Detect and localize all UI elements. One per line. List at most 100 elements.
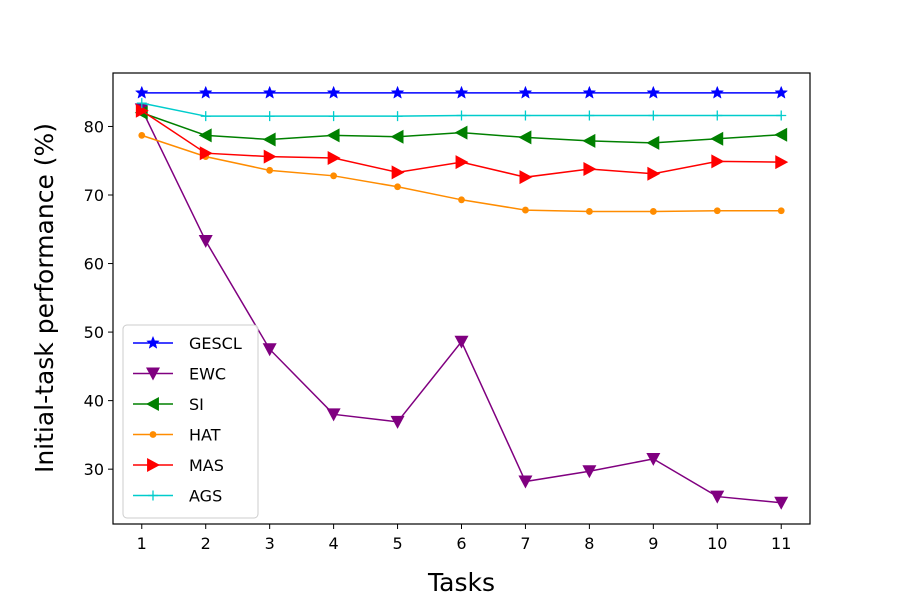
point-ewc [390,415,405,429]
point-gescl [710,85,725,99]
series-layer [134,85,789,510]
legend-label-si: SI [189,395,204,414]
point-mas [519,170,533,185]
point-mas [199,146,213,161]
series-hat [138,131,785,215]
y-tick-label: 40 [84,392,104,411]
legend-item-gescl: GESCL [133,334,242,353]
point-gescl [326,85,341,99]
legend-marker-si [146,397,159,411]
legend-marker-ewc [146,367,160,381]
point-mas [455,155,469,170]
legend-label-hat: HAT [189,426,221,445]
point-gescl [390,85,405,99]
series-si [134,105,788,150]
legend-label-gescl: GESCL [189,334,242,353]
point-mas [583,161,597,176]
point-hat [458,196,465,204]
x-tick-label: 1 [137,534,147,553]
point-hat [394,183,401,191]
series-line-mas [141,110,782,178]
x-tick-label: 5 [392,534,402,553]
y-tick-label: 70 [84,186,104,205]
point-ewc [198,234,213,248]
x-tick-label: 3 [265,534,275,553]
point-ags [456,110,467,121]
legend-label-ewc: EWC [189,365,226,384]
point-gescl [646,85,661,99]
legend: GESCL EWC SI HAT MAS AGS [122,324,259,519]
point-gescl [582,85,597,99]
legend-label-mas: MAS [189,456,224,475]
point-gescl [454,85,469,99]
point-ags [328,111,339,122]
point-ags [584,110,595,121]
legend-marker-ags [148,490,158,501]
legend-item-mas: MAS [133,456,224,475]
point-ags [200,111,211,122]
point-ewc [774,496,789,510]
point-hat [777,207,785,215]
point-si [454,125,468,140]
point-ewc [326,408,341,422]
point-mas [711,154,725,169]
x-tick-label: 10 [707,534,727,553]
x-tick-label: 8 [584,534,594,553]
x-tick-label: 6 [456,534,466,553]
legend-item-ags: AGS [133,487,222,506]
point-si [710,131,724,146]
point-mas [263,149,277,164]
point-ewc [710,490,725,504]
legend-marker-mas [147,458,160,472]
legend-marker-gescl [146,335,160,349]
point-hat [138,131,146,139]
point-gescl [198,85,213,99]
point-ewc [646,452,661,466]
point-mas [391,165,405,180]
y-axis-label: Initial-task performance (%) [30,123,59,473]
point-si [262,132,276,147]
point-gescl [262,85,277,99]
x-tick-label: 7 [520,534,530,553]
point-hat [649,208,657,215]
y-tick-label: 80 [84,117,104,136]
point-mas [775,155,789,170]
point-mas [647,166,661,181]
point-ags [776,110,787,121]
point-mas [327,150,341,165]
point-ags [520,110,531,121]
point-mas [135,103,149,118]
point-hat [585,208,593,215]
point-ags [392,111,403,122]
series-mas [135,103,789,185]
series-gescl [134,85,789,99]
point-ewc [262,343,277,357]
point-ewc [582,465,597,479]
point-si [198,128,212,143]
point-ewc [518,475,533,489]
point-hat [330,172,338,180]
point-si [326,128,340,143]
legend-item-ewc: EWC [133,365,226,384]
x-tick-label: 9 [648,534,658,553]
point-si [774,127,788,142]
point-gescl [518,85,533,99]
legend-item-si: SI [133,395,204,414]
legend-label-ags: AGS [189,487,222,506]
point-hat [266,166,274,174]
y-tick-label: 50 [84,323,104,342]
point-ewc [454,335,469,349]
point-ags [712,110,723,121]
x-tick-label: 11 [771,534,791,553]
point-hat [522,206,529,214]
series-ewc [134,103,789,510]
series-ags [136,98,787,122]
y-tick-label: 60 [84,255,104,274]
point-si [518,130,532,145]
x-tick-label: 2 [201,534,211,553]
axis-ticks: 1 2 3 4 5 6 7 8 9 10 11 30 40 50 60 70 80 [84,117,792,553]
point-ags [264,111,275,122]
legend-marker-hat [149,431,157,438]
x-tick-label: 4 [329,534,339,553]
